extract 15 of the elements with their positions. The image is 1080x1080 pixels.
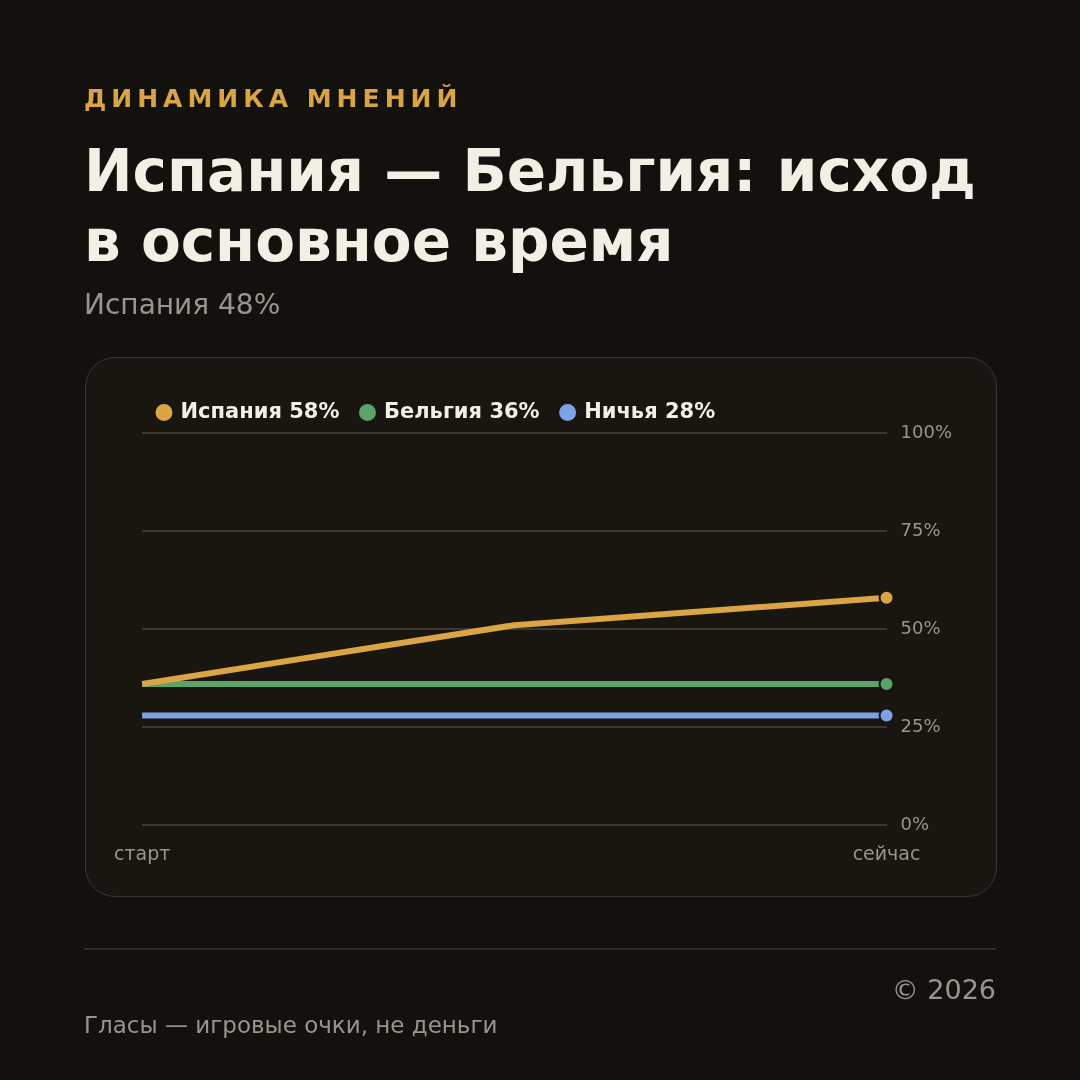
text: © 2026 — [891, 974, 996, 1005]
legend-label: Бельгия 36% — [383, 398, 540, 423]
x-tick-label: сейчас — [852, 841, 921, 864]
legend-label: Испания 58% — [180, 398, 340, 423]
y-tick-label: 100% — [900, 420, 953, 442]
y-tick-label: 75% — [900, 518, 941, 540]
x-tick-label: старт — [113, 841, 171, 864]
chart-title: Испания — Бельгия: исход в основное время — [84, 136, 977, 276]
text: Гласы — игровые очки, не деньги — [84, 1012, 498, 1038]
y-tick-label: 0% — [900, 812, 930, 834]
y-tick-label: 50% — [900, 616, 941, 638]
chart-subtitle: Испания 48% — [84, 288, 281, 321]
text: ДИНАМИКА МНЕНИЙ — [84, 84, 463, 113]
y-tick-label: 25% — [900, 714, 941, 736]
legend-label: Ничья 28% — [584, 398, 716, 423]
